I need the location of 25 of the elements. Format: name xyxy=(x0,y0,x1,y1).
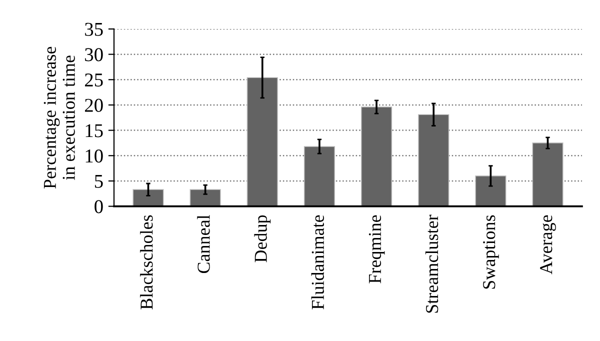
bar xyxy=(475,175,506,206)
y-tick-label: 35 xyxy=(85,22,103,36)
y-tick-label: 10 xyxy=(86,149,103,163)
x-tick-label: Streamcluster xyxy=(425,214,438,313)
bar xyxy=(304,146,336,206)
x-tick-label: Swaptions xyxy=(483,215,499,289)
x-tick-label: Canneal xyxy=(197,215,210,274)
x-tick-label: Average xyxy=(540,215,556,274)
bar xyxy=(418,114,450,206)
y-tick-label: 0 xyxy=(94,200,103,214)
bar xyxy=(532,142,564,206)
y-tick-label: 5 xyxy=(94,174,103,188)
bar xyxy=(360,106,392,206)
x-tick-label: Dedup xyxy=(254,215,271,262)
x-tick-label: Blackscholes xyxy=(140,215,153,310)
bar xyxy=(132,189,164,206)
x-tick-label: Fluidanimate xyxy=(311,215,324,310)
y-tick-label: 15 xyxy=(86,124,103,138)
bar xyxy=(246,77,278,206)
y-tick-label: 30 xyxy=(85,48,103,62)
y-tick-label: 25 xyxy=(84,74,103,87)
x-tick-label: Freqmine xyxy=(368,215,385,284)
y-tick-label: 20 xyxy=(84,98,103,112)
y-axis-title: Percentage increase in execution time xyxy=(44,46,75,189)
bar xyxy=(190,189,221,206)
